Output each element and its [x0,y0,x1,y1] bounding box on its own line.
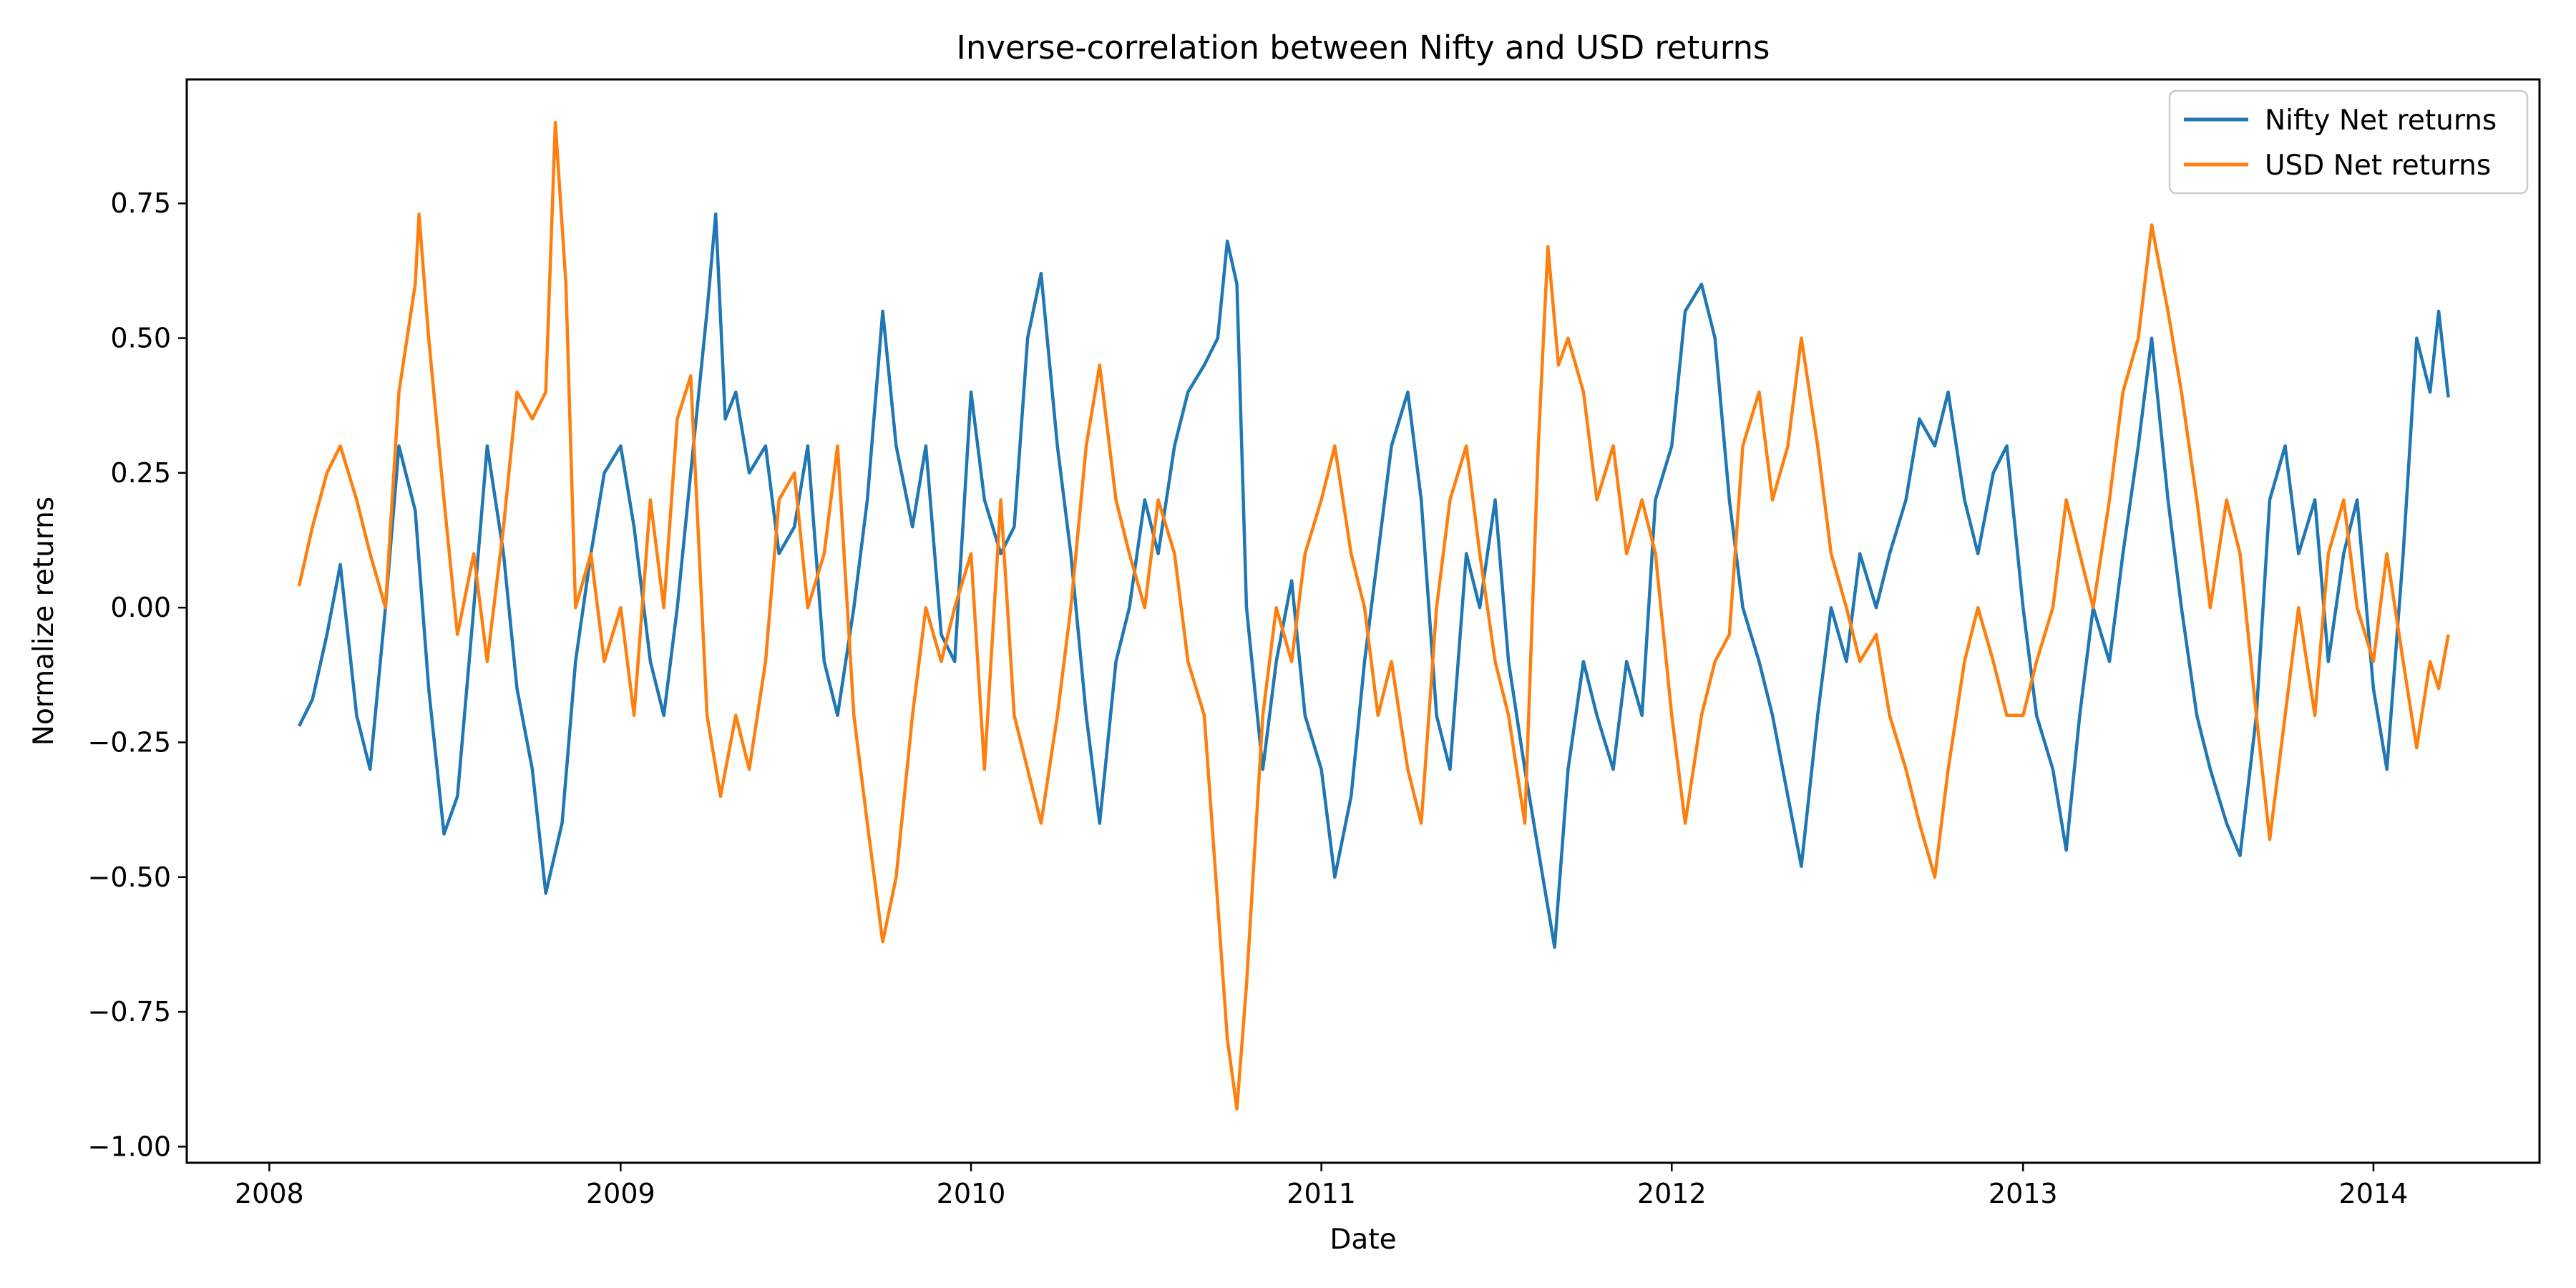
y-tick-label: 0.50 [110,323,171,354]
y-axis-label: Normalize returns [28,497,60,746]
plot-area [297,121,2450,1111]
y-axis: 0.75 0.50 0.25 0.00 −0.25 −0.50 −0.75 −1.00 [88,187,187,1162]
legend-label-nifty: Nifty Net returns [2265,104,2497,137]
y-tick-label: 0.25 [110,457,171,489]
x-tick-label: 2014 [2339,1178,2409,1209]
x-tick-label: 2009 [586,1178,655,1209]
x-tick-label: 2013 [1989,1178,2058,1209]
x-tick-label: 2008 [235,1178,304,1209]
chart-title: Inverse-correlation between Nifty and US… [957,29,1770,67]
y-tick-label: 0.00 [110,592,171,623]
y-tick-label: −1.00 [88,1131,171,1162]
axes-frame [185,78,2541,1164]
series-line-usd-net-returns [297,121,2450,1111]
x-tick-label: 2012 [1637,1178,1707,1209]
x-axis-label: Date [1330,1224,1396,1256]
y-tick-label: 0.75 [110,187,171,219]
x-axis: 2008 2009 2010 2011 2012 2013 2014 [235,1163,2408,1209]
x-tick-label: 2011 [1287,1178,1356,1209]
x-tick-label: 2010 [937,1178,1006,1209]
legend: Nifty Net returns USD Net returns [2168,89,2529,195]
y-tick-label: −0.50 [88,862,171,893]
y-tick-label: −0.25 [88,726,171,758]
legend-box [2168,89,2529,195]
y-tick-label: −0.75 [88,996,171,1028]
legend-label-usd: USD Net returns [2265,150,2491,182]
